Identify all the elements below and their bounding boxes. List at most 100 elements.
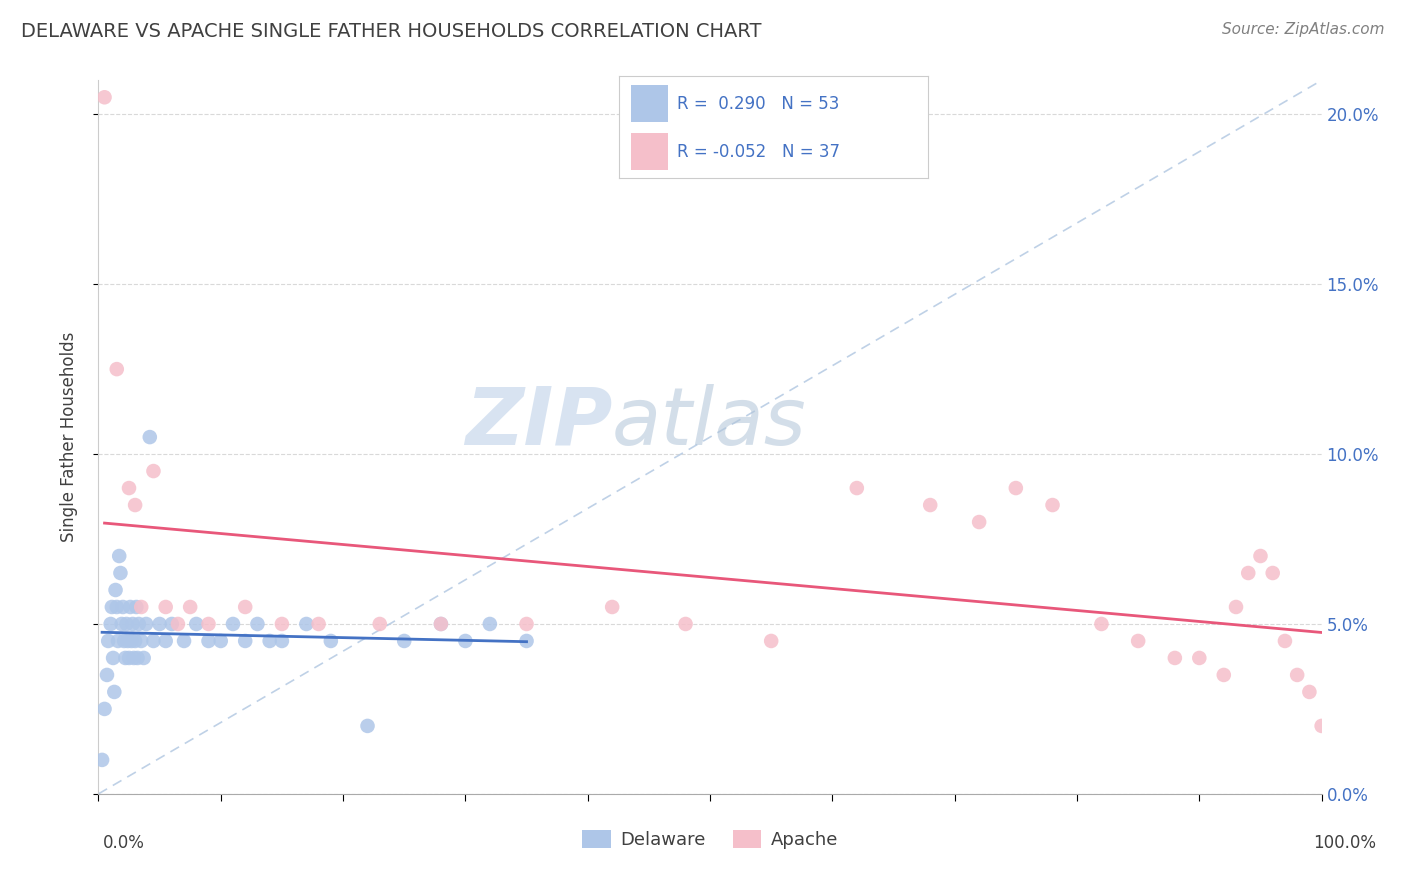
Point bbox=[111, 617, 134, 632]
Point bbox=[124, 498, 146, 512]
Point bbox=[270, 617, 294, 632]
Point bbox=[96, 668, 118, 682]
Point bbox=[129, 599, 152, 614]
Point bbox=[920, 498, 942, 512]
Point bbox=[91, 753, 114, 767]
Point bbox=[173, 634, 195, 648]
Point bbox=[600, 599, 623, 614]
Point bbox=[233, 634, 256, 648]
Point bbox=[101, 651, 124, 665]
Point bbox=[761, 634, 783, 648]
Point bbox=[127, 651, 149, 665]
Point bbox=[118, 651, 141, 665]
Point bbox=[454, 634, 477, 648]
Point bbox=[97, 634, 120, 648]
Point bbox=[142, 634, 165, 648]
Point bbox=[356, 719, 378, 733]
Point bbox=[179, 599, 201, 614]
Text: 100.0%: 100.0% bbox=[1313, 834, 1375, 852]
Point bbox=[430, 617, 453, 632]
Point bbox=[1225, 599, 1247, 614]
Point bbox=[1212, 668, 1234, 682]
Point bbox=[124, 634, 146, 648]
Point bbox=[259, 634, 281, 648]
Point bbox=[155, 599, 177, 614]
Point bbox=[1188, 651, 1211, 665]
Point bbox=[209, 634, 232, 648]
Point bbox=[319, 634, 342, 648]
Point bbox=[129, 634, 152, 648]
Point bbox=[139, 430, 162, 444]
Point bbox=[233, 599, 256, 614]
Text: R =  0.290   N = 53: R = 0.290 N = 53 bbox=[678, 95, 839, 112]
Point bbox=[108, 549, 131, 563]
Point bbox=[122, 651, 145, 665]
Point bbox=[149, 617, 172, 632]
Point bbox=[1237, 566, 1260, 580]
Text: 0.0%: 0.0% bbox=[103, 834, 145, 852]
Point bbox=[155, 634, 177, 648]
Point bbox=[516, 617, 538, 632]
Point bbox=[675, 617, 697, 632]
Point bbox=[186, 617, 208, 632]
Point bbox=[1250, 549, 1272, 563]
Legend: Delaware, Apache: Delaware, Apache bbox=[575, 822, 845, 856]
Point bbox=[308, 617, 330, 632]
Point bbox=[110, 566, 132, 580]
Point bbox=[132, 651, 155, 665]
Point bbox=[270, 634, 294, 648]
Point bbox=[93, 90, 115, 104]
Point bbox=[197, 634, 219, 648]
Y-axis label: Single Father Households: Single Father Households bbox=[59, 332, 77, 542]
Point bbox=[135, 617, 157, 632]
Point bbox=[1261, 566, 1284, 580]
Point bbox=[1274, 634, 1296, 648]
Point bbox=[101, 599, 124, 614]
Point bbox=[478, 617, 501, 632]
Text: R = -0.052   N = 37: R = -0.052 N = 37 bbox=[678, 143, 841, 161]
Point bbox=[103, 685, 125, 699]
Point bbox=[167, 617, 190, 632]
Bar bbox=[631, 85, 668, 122]
Point bbox=[1310, 719, 1333, 733]
Text: atlas: atlas bbox=[612, 384, 807, 462]
Point bbox=[115, 617, 138, 632]
Point bbox=[111, 599, 134, 614]
Point bbox=[1004, 481, 1026, 495]
Text: ZIP: ZIP bbox=[465, 384, 612, 462]
Point bbox=[1042, 498, 1064, 512]
Point bbox=[117, 634, 139, 648]
Point bbox=[392, 634, 416, 648]
Point bbox=[107, 634, 129, 648]
Bar bbox=[631, 133, 668, 170]
Point bbox=[295, 617, 318, 632]
Point bbox=[128, 617, 150, 632]
Point bbox=[368, 617, 391, 632]
Point bbox=[222, 617, 245, 632]
Point bbox=[845, 481, 868, 495]
Point bbox=[125, 599, 148, 614]
Point bbox=[967, 515, 990, 529]
Point bbox=[160, 617, 183, 632]
Point bbox=[1090, 617, 1112, 632]
Point bbox=[120, 599, 142, 614]
Point bbox=[114, 651, 136, 665]
Point bbox=[112, 634, 135, 648]
Text: DELAWARE VS APACHE SINGLE FATHER HOUSEHOLDS CORRELATION CHART: DELAWARE VS APACHE SINGLE FATHER HOUSEHO… bbox=[21, 22, 762, 41]
Point bbox=[142, 464, 165, 478]
Point bbox=[121, 617, 143, 632]
Point bbox=[105, 362, 128, 376]
Point bbox=[93, 702, 115, 716]
Point bbox=[105, 599, 128, 614]
Point bbox=[100, 617, 122, 632]
Point bbox=[1164, 651, 1187, 665]
Point bbox=[1298, 685, 1320, 699]
Text: Source: ZipAtlas.com: Source: ZipAtlas.com bbox=[1222, 22, 1385, 37]
Point bbox=[1128, 634, 1150, 648]
Point bbox=[1286, 668, 1309, 682]
Point bbox=[516, 634, 538, 648]
Point bbox=[120, 634, 142, 648]
Point bbox=[430, 617, 453, 632]
Point bbox=[246, 617, 269, 632]
Point bbox=[118, 481, 141, 495]
